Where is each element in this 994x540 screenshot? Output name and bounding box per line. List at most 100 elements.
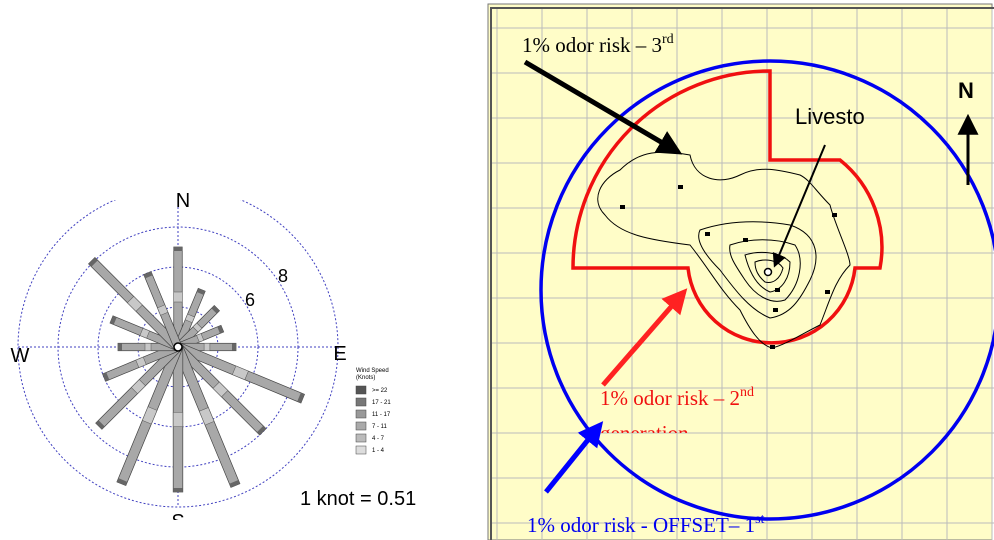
legend-label: >= 22	[372, 388, 388, 394]
petal-tip	[102, 372, 110, 382]
superscript: st	[755, 512, 764, 527]
label-third-gen: 1% odor risk – 3rd	[522, 32, 674, 57]
odor-contour	[773, 308, 778, 312]
superscript: nd	[740, 385, 754, 400]
map-grid	[490, 8, 994, 540]
petal-band	[212, 381, 229, 398]
rose-petal	[88, 246, 305, 493]
petal-band	[184, 313, 195, 323]
odor-contour	[729, 239, 801, 302]
label-text: 1% odor risk – 3	[522, 33, 662, 57]
arrow	[772, 144, 826, 268]
label-second-gen-line2: generation	[600, 421, 689, 445]
note: 1 knot = 0.51	[300, 488, 416, 510]
wind-rose	[17, 200, 339, 508]
legend-label: 11 - 17	[372, 412, 391, 418]
legend: Wind Speed (Knots) >= 22 17 - 21 11 - 17 7 …	[355, 368, 391, 455]
rose-ring	[17, 200, 339, 508]
legend-title: (Knots)	[356, 375, 375, 381]
petal-band	[172, 412, 184, 427]
odor-contour	[678, 185, 683, 189]
legend-swatch	[355, 445, 367, 455]
petal-band	[139, 327, 150, 339]
petal-tip	[173, 247, 183, 251]
odor-contour	[705, 232, 710, 236]
petal-band	[173, 291, 183, 303]
source-label: Livesto	[795, 104, 865, 129]
odor-contour	[763, 267, 773, 277]
odor-contour	[620, 205, 625, 209]
petal-band	[203, 343, 211, 351]
arrow	[601, 288, 688, 387]
petal-tip	[88, 257, 98, 267]
petal-band	[157, 304, 169, 316]
petal-tip	[217, 325, 224, 334]
arrow	[523, 59, 683, 155]
superscript: rd	[662, 32, 674, 47]
legend-swatch	[355, 385, 367, 395]
petal-band	[142, 406, 158, 425]
petal-tip	[256, 425, 267, 436]
arrow	[544, 421, 604, 494]
rose-petal	[109, 315, 180, 352]
compass-n: N	[176, 190, 190, 212]
petal-tip	[232, 343, 236, 351]
petal-band	[130, 379, 146, 395]
legend-swatch	[355, 397, 367, 407]
label-first-gen: 1% odor risk - OFFSET– 1st	[527, 512, 765, 537]
odor-contour	[620, 185, 837, 349]
legend-label: 1 - 4	[372, 448, 385, 454]
petal-tip	[143, 271, 153, 279]
odor-contour	[744, 251, 791, 293]
petal-band	[232, 365, 249, 381]
legend-swatch	[355, 409, 367, 419]
label-text: 1% odor risk - OFFSET– 1	[527, 513, 755, 537]
rose-petal	[88, 257, 182, 351]
rose-petal	[116, 344, 183, 487]
petal-tip	[211, 305, 220, 314]
petal-band	[144, 343, 152, 351]
petal-band	[192, 322, 203, 333]
petal-band	[126, 295, 143, 312]
offset-circle	[539, 59, 994, 521]
north-label: N	[958, 78, 974, 103]
label-text: 1% odor risk – 2	[600, 386, 740, 410]
petal-tip	[109, 315, 117, 325]
ring-label: 6	[245, 290, 255, 310]
legend-title: Wind Speed	[356, 368, 389, 374]
legend-swatch	[355, 433, 367, 443]
petal-tip	[118, 343, 122, 351]
petal-tip	[173, 488, 183, 492]
legend-label: 4 - 7	[372, 436, 385, 442]
odor-contour	[825, 290, 830, 294]
odor-contour	[832, 213, 837, 217]
rose-petal	[174, 305, 220, 351]
odor-contour	[754, 259, 784, 283]
petal-tip	[116, 478, 128, 486]
rose-petal	[175, 342, 305, 404]
rose-center	[173, 342, 183, 352]
legend-label: 7 - 11	[372, 424, 388, 430]
odor-contour	[597, 151, 851, 349]
label-second-gen: 1% odor risk – 2nd	[600, 385, 754, 410]
odor-contour	[597, 151, 851, 349]
petal-tip	[95, 420, 105, 430]
compass-w: W	[11, 345, 30, 367]
compass-s: S	[171, 511, 184, 533]
rose-petal	[174, 287, 206, 349]
odor-contour	[698, 221, 817, 319]
odor-contour	[775, 288, 780, 292]
odor-contour	[770, 345, 775, 349]
petal-tip	[196, 288, 206, 295]
petal-band	[135, 356, 147, 368]
odor-contour	[743, 238, 748, 242]
petal-band	[196, 333, 205, 343]
petal-tip	[229, 480, 240, 488]
compass-e: E	[333, 343, 346, 365]
rose-petal	[172, 346, 184, 493]
second-gen-boundary	[571, 69, 884, 345]
rose-petal	[174, 343, 267, 436]
petal-tip	[297, 392, 305, 403]
